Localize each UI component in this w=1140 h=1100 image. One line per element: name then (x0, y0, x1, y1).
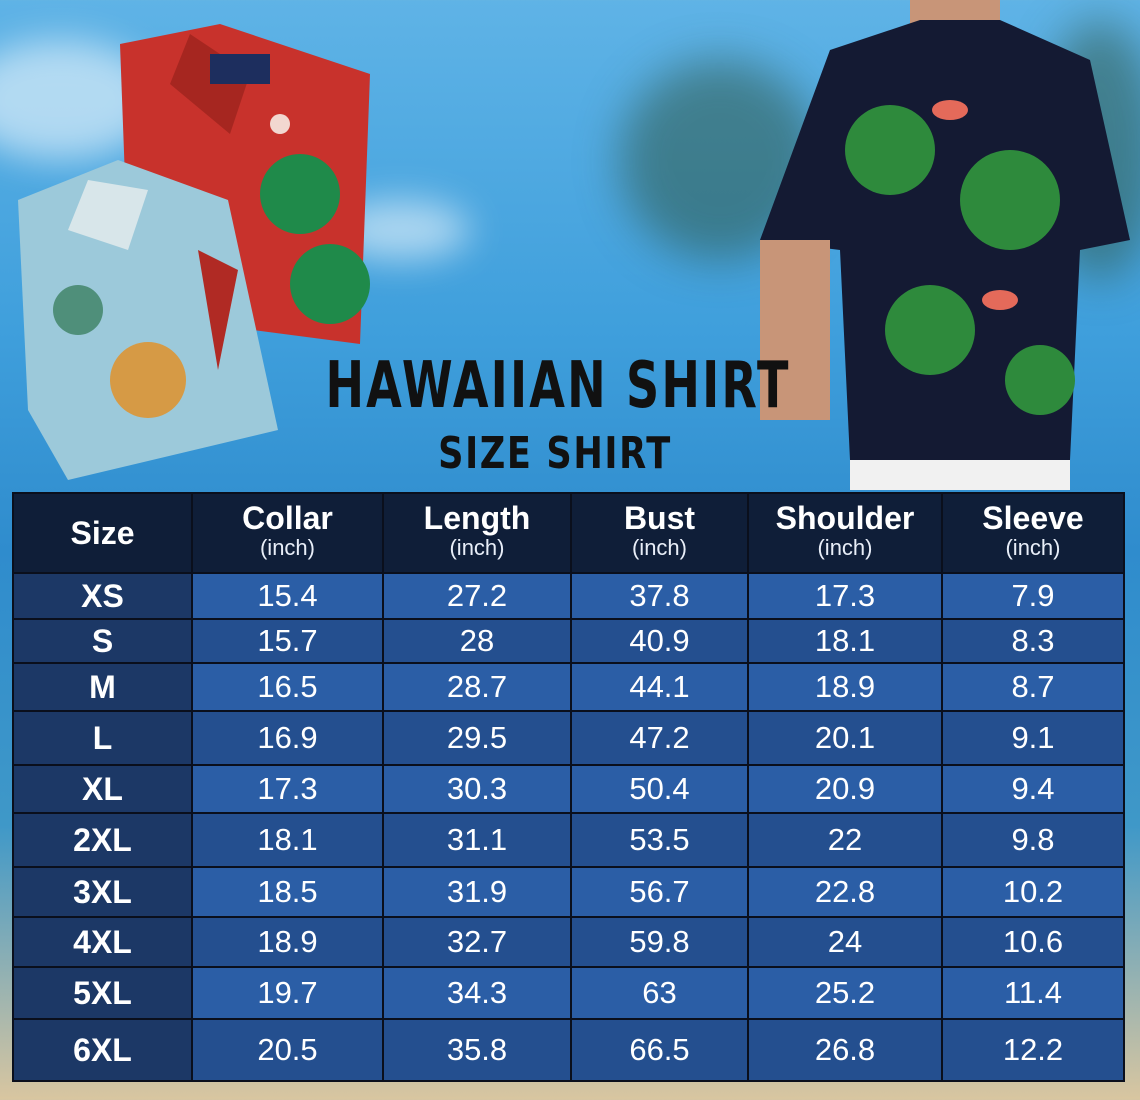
cell-length: 28 (384, 620, 570, 662)
cell-collar: 17.3 (193, 766, 382, 812)
cell-bust: 37.8 (572, 574, 747, 618)
header-size: Size (14, 494, 191, 572)
table-row: S 15.7 28 40.9 18.1 8.3 (14, 620, 1123, 662)
cell-sleeve: 11.4 (943, 968, 1123, 1018)
table-row: 4XL 18.9 32.7 59.8 24 10.6 (14, 918, 1123, 966)
cell-collar: 15.7 (193, 620, 382, 662)
cell-shoulder: 26.8 (749, 1020, 941, 1080)
cell-bust: 59.8 (572, 918, 747, 966)
header-length: Length (inch) (384, 494, 570, 572)
cell-bust: 56.7 (572, 868, 747, 916)
cell-collar: 18.5 (193, 868, 382, 916)
cell-collar: 18.9 (193, 918, 382, 966)
cell-length: 31.9 (384, 868, 570, 916)
header-collar: Collar (inch) (193, 494, 382, 572)
table-row: L 16.9 29.5 47.2 20.1 9.1 (14, 712, 1123, 764)
cell-shoulder: 20.1 (749, 712, 941, 764)
cell-length: 29.5 (384, 712, 570, 764)
page-subtitle: SIZE SHIRT (438, 428, 672, 479)
cell-size: 5XL (14, 968, 191, 1018)
size-chart-table: Size Collar (inch) Length (inch) Bust (inch… (12, 492, 1125, 1082)
table-row: XS 15.4 27.2 37.8 17.3 7.9 (14, 574, 1123, 618)
cell-length: 34.3 (384, 968, 570, 1018)
cell-length: 31.1 (384, 814, 570, 866)
table-row: 3XL 18.5 31.9 56.7 22.8 10.2 (14, 868, 1123, 916)
page-title: HAWAIIAN SHIRT (325, 349, 791, 423)
cell-collar: 15.4 (193, 574, 382, 618)
table-row: M 16.5 28.7 44.1 18.9 8.7 (14, 664, 1123, 710)
cell-sleeve: 7.9 (943, 574, 1123, 618)
cell-collar: 19.7 (193, 968, 382, 1018)
table-header-row: Size Collar (inch) Length (inch) Bust (inch… (14, 494, 1123, 572)
cell-collar: 18.1 (193, 814, 382, 866)
cell-shoulder: 22.8 (749, 868, 941, 916)
cell-shoulder: 17.3 (749, 574, 941, 618)
header-shoulder: Shoulder (inch) (749, 494, 941, 572)
cell-sleeve: 8.7 (943, 664, 1123, 710)
cell-collar: 16.5 (193, 664, 382, 710)
cell-size: XS (14, 574, 191, 618)
cell-sleeve: 8.3 (943, 620, 1123, 662)
cell-bust: 63 (572, 968, 747, 1018)
cell-size: 3XL (14, 868, 191, 916)
cell-size: M (14, 664, 191, 710)
cell-shoulder: 24 (749, 918, 941, 966)
cell-size: XL (14, 766, 191, 812)
cell-size: S (14, 620, 191, 662)
table-row: 6XL 20.5 35.8 66.5 26.8 12.2 (14, 1020, 1123, 1080)
cell-bust: 44.1 (572, 664, 747, 710)
cell-sleeve: 12.2 (943, 1020, 1123, 1080)
cell-bust: 66.5 (572, 1020, 747, 1080)
cell-bust: 47.2 (572, 712, 747, 764)
cell-sleeve: 9.8 (943, 814, 1123, 866)
cell-length: 27.2 (384, 574, 570, 618)
cell-sleeve: 9.4 (943, 766, 1123, 812)
folded-light-blue-parrot-shirt (18, 160, 278, 480)
cell-size: L (14, 712, 191, 764)
cell-length: 32.7 (384, 918, 570, 966)
cell-sleeve: 9.1 (943, 712, 1123, 764)
cell-shoulder: 18.9 (749, 664, 941, 710)
cell-bust: 40.9 (572, 620, 747, 662)
table-row: XL 17.3 30.3 50.4 20.9 9.4 (14, 766, 1123, 812)
cell-collar: 16.9 (193, 712, 382, 764)
header-bust: Bust (inch) (572, 494, 747, 572)
cell-length: 35.8 (384, 1020, 570, 1080)
cell-shoulder: 18.1 (749, 620, 941, 662)
cell-sleeve: 10.6 (943, 918, 1123, 966)
header-sleeve: Sleeve (inch) (943, 494, 1123, 572)
cell-shoulder: 22 (749, 814, 941, 866)
cell-size: 4XL (14, 918, 191, 966)
cell-shoulder: 20.9 (749, 766, 941, 812)
cell-bust: 50.4 (572, 766, 747, 812)
table-row: 5XL 19.7 34.3 63 25.2 11.4 (14, 968, 1123, 1018)
cell-length: 28.7 (384, 664, 570, 710)
cell-bust: 53.5 (572, 814, 747, 866)
cell-size: 2XL (14, 814, 191, 866)
model-wearing-flamingo-shirt (760, 0, 1130, 490)
cell-size: 6XL (14, 1020, 191, 1080)
cell-sleeve: 10.2 (943, 868, 1123, 916)
table-row: 2XL 18.1 31.1 53.5 22 9.8 (14, 814, 1123, 866)
cell-collar: 20.5 (193, 1020, 382, 1080)
cell-length: 30.3 (384, 766, 570, 812)
cell-shoulder: 25.2 (749, 968, 941, 1018)
